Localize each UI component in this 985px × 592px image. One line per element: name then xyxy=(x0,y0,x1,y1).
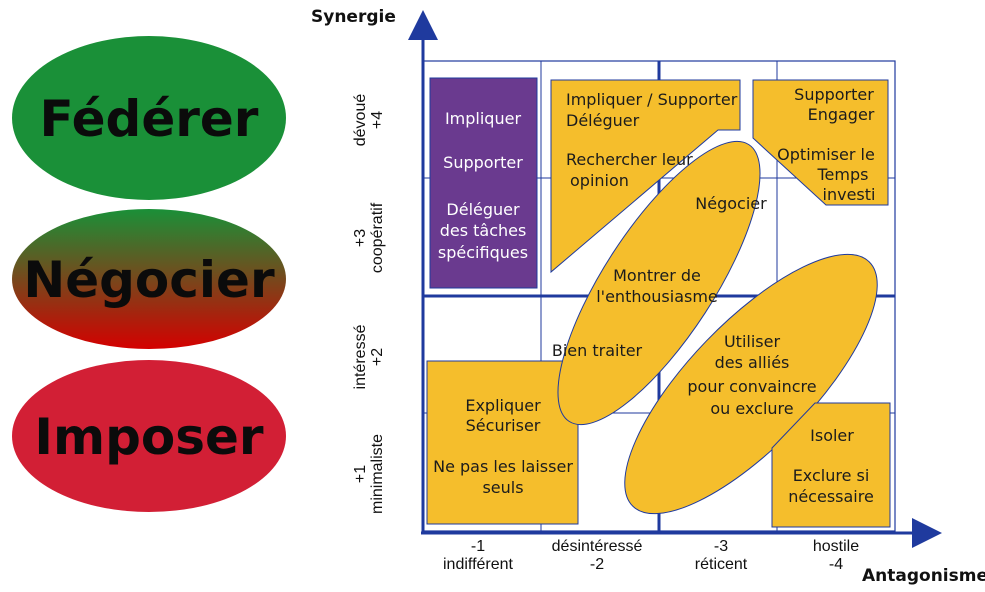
box-bottom-right: Isoler Exclure si nécessaire xyxy=(771,402,891,528)
x-tick-2-line1: désintéressé xyxy=(552,538,643,555)
top-center-line-3: Rechercher leur xyxy=(566,150,693,169)
strategy-federer: Fédérer xyxy=(12,36,286,200)
y-tick-1: +1 minimaliste xyxy=(352,434,386,514)
strategy-imposer: Imposer xyxy=(12,360,286,512)
ellipse1-line-3: l'enthousiasme xyxy=(596,287,718,306)
x-axis-title: Antagonisme xyxy=(862,566,985,586)
x-tick-1-line2: indifférent xyxy=(443,556,514,573)
imposer-oval xyxy=(12,360,286,512)
ellipse1-line-1: Négocier xyxy=(695,194,767,213)
imposer-label: Imposer xyxy=(34,408,264,466)
top-right-line-2: Engager xyxy=(808,105,875,124)
y-tick-2: intéressé +2 xyxy=(352,324,386,389)
y-tick-2-line1: intéressé xyxy=(352,324,369,389)
y-tick-4: dévoué +4 xyxy=(352,94,386,147)
x-tick-4-line2: -4 xyxy=(829,556,843,573)
top-center-line-1: Impliquer / Supporter xyxy=(566,90,738,109)
y-axis-title: Synergie xyxy=(311,7,396,27)
x-tick-4-line1: hostile xyxy=(813,538,859,555)
purple-line-2: Supporter xyxy=(443,153,523,172)
bottom-right-line-3: nécessaire xyxy=(788,487,874,506)
x-tick-1: -1 indifférent xyxy=(443,538,514,573)
y-tick-4-line1: dévoué xyxy=(352,94,369,147)
top-right-line-5: investi xyxy=(823,185,876,204)
ellipse2-line-2: des alliés xyxy=(715,353,790,372)
x-tick-3-line2: réticent xyxy=(695,556,748,573)
purple-line-3: Déléguer xyxy=(446,200,520,219)
top-right-shape xyxy=(752,79,889,206)
purple-line-5: spécifiques xyxy=(438,243,528,262)
x-tick-4: hostile -4 xyxy=(813,538,859,573)
negocier-label: Négocier xyxy=(23,251,275,309)
top-center-line-2: Déléguer xyxy=(566,111,640,130)
federer-label: Fédérer xyxy=(40,90,259,148)
x-tick-3-line1: -3 xyxy=(714,538,728,555)
top-right-line-1: Supporter xyxy=(794,85,874,104)
x-tick-3: -3 réticent xyxy=(695,538,748,573)
bottom-left-line-3: Ne pas les laisser xyxy=(433,457,573,476)
top-center-shape xyxy=(550,79,741,274)
bottom-left-shape xyxy=(426,360,579,525)
bottom-right-line-1: Isoler xyxy=(810,426,854,445)
bottom-left-line-2: Sécuriser xyxy=(466,416,541,435)
ellipse1-line-4: Bien traiter xyxy=(552,341,643,360)
ellipse2-line-1: Utiliser xyxy=(724,332,781,351)
top-right-line-3: Optimiser le xyxy=(777,145,875,164)
bottom-left-line-1: Expliquer xyxy=(465,396,541,415)
ellipse2-line-4: ou exclure xyxy=(710,399,793,418)
x-tick-1-line1: -1 xyxy=(471,538,485,555)
ellipse-negocier: Négocier Montrer de l'enthousiasme Bien … xyxy=(552,140,767,426)
purple-box-shape xyxy=(429,77,538,289)
y-tick-2-line2: +2 xyxy=(369,348,386,366)
y-tick-3-line1: +3 xyxy=(352,229,369,247)
box-bottom-left: Expliquer Sécuriser Ne pas les laisser s… xyxy=(426,360,579,525)
x-tick-2: désintéressé -2 xyxy=(552,538,643,573)
strategy-negocier: Négocier xyxy=(12,209,286,349)
bottom-right-shape xyxy=(771,402,891,528)
ellipse2-line-3: pour convaincre xyxy=(687,377,816,396)
bottom-right-line-2: Exclure si xyxy=(793,466,870,485)
purple-line-4: des tâches xyxy=(440,221,527,240)
y-tick-4-line2: +4 xyxy=(369,111,386,129)
box-top-center: Impliquer / Supporter Déléguer Recherche… xyxy=(550,79,741,274)
y-tick-3-line2: coopératif xyxy=(369,202,386,273)
bottom-left-line-4: seuls xyxy=(482,478,523,497)
x-tick-2-line2: -2 xyxy=(590,556,604,573)
top-right-line-4: Temps xyxy=(817,165,869,184)
federer-oval xyxy=(12,36,286,200)
negocier-oval xyxy=(12,209,286,349)
y-tick-1-line2: minimaliste xyxy=(369,434,386,514)
box-purple: Impliquer Supporter Déléguer des tâches … xyxy=(429,77,538,289)
ellipse-allies: Utiliser des alliés pour convaincre ou e… xyxy=(624,253,878,515)
purple-line-1: Impliquer xyxy=(445,109,521,128)
ellipse-negocier-shape xyxy=(557,140,761,426)
y-tick-1-line1: +1 xyxy=(352,465,369,483)
top-center-line-4: opinion xyxy=(570,171,629,190)
ellipse1-line-2: Montrer de xyxy=(613,266,701,285)
box-top-right: Supporter Engager Optimiser le Temps inv… xyxy=(752,79,889,206)
y-tick-3: +3 coopératif xyxy=(352,202,386,273)
